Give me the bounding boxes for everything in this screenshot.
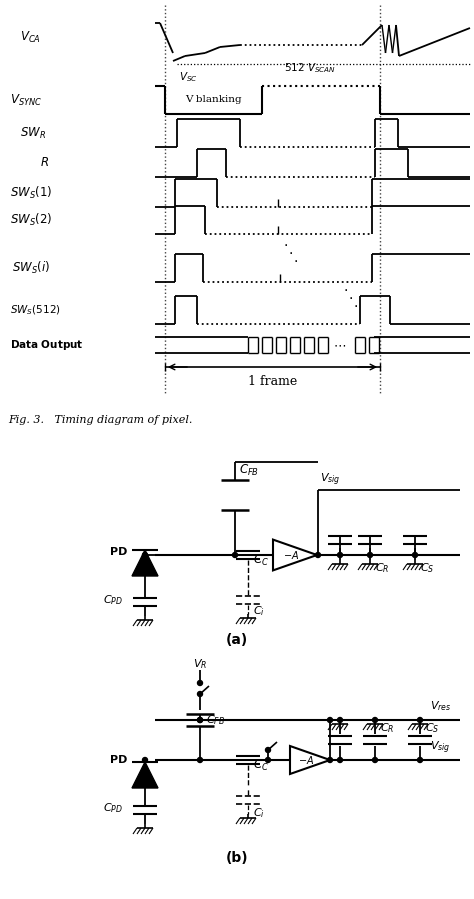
Text: $C_{PD}$: $C_{PD}$ <box>103 801 123 814</box>
Circle shape <box>143 758 147 762</box>
Circle shape <box>418 758 422 762</box>
Circle shape <box>198 758 202 762</box>
Text: $V_{SC}$: $V_{SC}$ <box>179 70 198 84</box>
Text: $\cdot$: $\cdot$ <box>353 298 357 312</box>
Circle shape <box>337 758 343 762</box>
Text: $C_R$: $C_R$ <box>380 721 394 734</box>
Text: $V_{res}$: $V_{res}$ <box>430 699 451 713</box>
Text: PD: PD <box>109 755 127 765</box>
Circle shape <box>198 717 202 723</box>
Circle shape <box>265 758 271 762</box>
Text: $R$: $R$ <box>40 156 49 170</box>
Polygon shape <box>273 539 317 570</box>
Circle shape <box>328 758 332 762</box>
Text: 1 frame: 1 frame <box>248 375 297 388</box>
Text: $-A$: $-A$ <box>283 549 299 561</box>
Text: $C_C$: $C_C$ <box>253 553 269 567</box>
Text: PD: PD <box>109 547 127 557</box>
Text: $\cdot$: $\cdot$ <box>288 245 292 259</box>
Text: $SW_S(2)$: $SW_S(2)$ <box>10 212 52 228</box>
Text: $C_S$: $C_S$ <box>420 561 435 574</box>
Text: $C_{FB}$: $C_{FB}$ <box>239 462 259 477</box>
Polygon shape <box>132 762 158 788</box>
Text: (a): (a) <box>226 633 248 647</box>
Circle shape <box>337 717 343 723</box>
Circle shape <box>412 553 418 557</box>
Text: V blanking: V blanking <box>185 95 241 104</box>
Circle shape <box>143 553 147 557</box>
Text: $\cdots$: $\cdots$ <box>334 339 346 352</box>
Circle shape <box>328 717 332 723</box>
Text: $C_i$: $C_i$ <box>253 806 265 820</box>
Text: $V_{sig}$: $V_{sig}$ <box>430 740 450 756</box>
Text: $\cdot$: $\cdot$ <box>343 282 347 296</box>
Text: $SW_R$: $SW_R$ <box>20 126 46 140</box>
Text: $V_R$: $V_R$ <box>193 657 207 671</box>
Text: $V_{sig}$: $V_{sig}$ <box>320 472 340 488</box>
Text: $\cdot$: $\cdot$ <box>347 290 353 304</box>
Text: $V_{SYNC}$: $V_{SYNC}$ <box>10 93 42 108</box>
Text: $C_R$: $C_R$ <box>375 561 390 574</box>
Text: $C_S$: $C_S$ <box>425 721 439 734</box>
Text: $\cdot$: $\cdot$ <box>292 253 298 267</box>
Circle shape <box>265 747 271 752</box>
Circle shape <box>337 553 343 557</box>
Text: $SW_S(1)$: $SW_S(1)$ <box>10 185 52 201</box>
Text: $C_{FB}$: $C_{FB}$ <box>206 713 225 727</box>
Text: $\mathbf{Data\ Output}$: $\mathbf{Data\ Output}$ <box>10 338 84 352</box>
Circle shape <box>367 553 373 557</box>
Circle shape <box>198 717 202 723</box>
Text: $-A$: $-A$ <box>298 754 314 766</box>
Circle shape <box>198 691 202 697</box>
Text: $SW_S(512)$: $SW_S(512)$ <box>10 303 61 316</box>
Circle shape <box>373 717 377 723</box>
Text: $C_C$: $C_C$ <box>253 758 269 772</box>
Text: $C_{PD}$: $C_{PD}$ <box>103 593 123 607</box>
Circle shape <box>198 681 202 686</box>
Text: Fig. 3.   Timing diagram of pixel.: Fig. 3. Timing diagram of pixel. <box>8 415 192 425</box>
Circle shape <box>373 758 377 762</box>
Polygon shape <box>132 550 158 576</box>
Polygon shape <box>290 746 330 774</box>
Text: $SW_S(i)$: $SW_S(i)$ <box>12 260 50 276</box>
Circle shape <box>316 553 320 557</box>
Text: $C_i$: $C_i$ <box>253 604 265 618</box>
Text: $512\ V_{SCAN}$: $512\ V_{SCAN}$ <box>284 61 336 75</box>
Text: (b): (b) <box>226 851 248 865</box>
Text: $V_{CA}$: $V_{CA}$ <box>20 30 41 45</box>
Text: $\cdot$: $\cdot$ <box>283 237 287 251</box>
Circle shape <box>418 717 422 723</box>
Circle shape <box>233 553 237 557</box>
